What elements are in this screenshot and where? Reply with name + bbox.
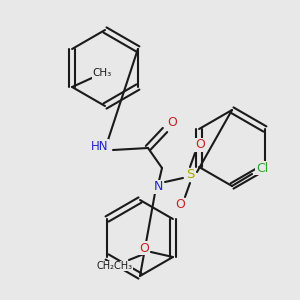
Text: O: O <box>139 242 149 254</box>
Text: N: N <box>153 181 163 194</box>
Text: Cl: Cl <box>256 161 268 175</box>
Text: HN: HN <box>91 140 109 152</box>
Text: CH₂CH₃: CH₂CH₃ <box>97 261 133 271</box>
Text: O: O <box>175 199 185 212</box>
Text: O: O <box>195 139 205 152</box>
Text: CH₃: CH₃ <box>92 68 112 78</box>
Text: S: S <box>186 169 194 182</box>
Text: O: O <box>167 116 177 130</box>
